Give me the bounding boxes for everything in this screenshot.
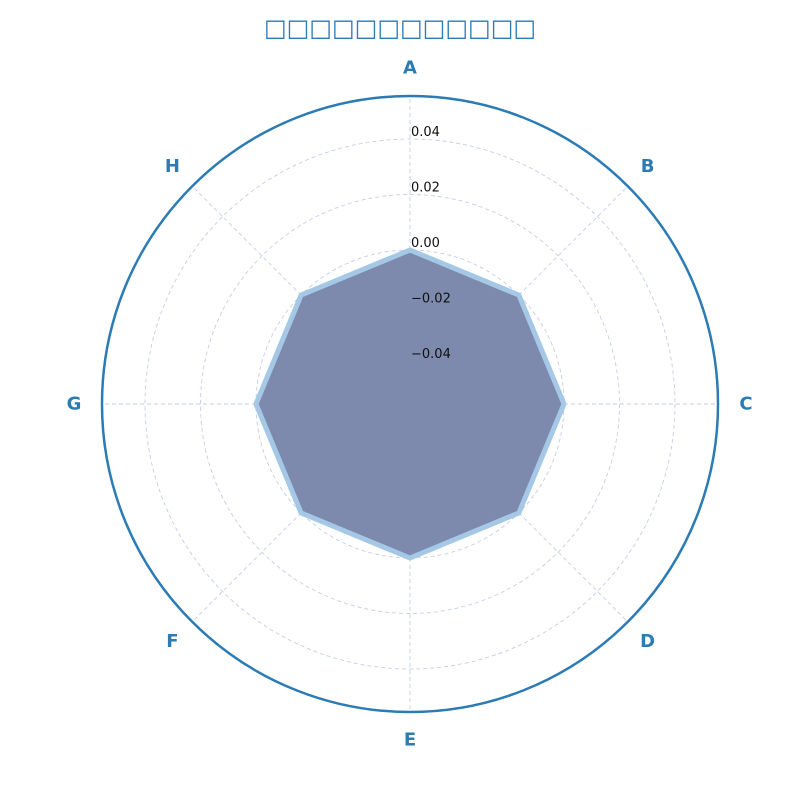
category-label-H: H	[165, 156, 180, 177]
grid-circle-4	[144, 138, 676, 670]
outer-ring	[100, 94, 720, 714]
r-tick-label-4: 0.04	[411, 125, 440, 140]
grid-circle-3	[200, 194, 620, 614]
category-label-B: B	[641, 156, 655, 177]
r-tick-label-2: 0.00	[411, 236, 440, 251]
chart-title: □□□□□□□□□□□□	[263, 14, 537, 42]
ring-layer	[100, 94, 720, 714]
category-label-D: D	[640, 631, 655, 652]
r-tick-label-3: 0.02	[411, 181, 440, 196]
category-label-C: C	[739, 394, 752, 415]
category-label-A: A	[403, 58, 417, 79]
series-polygon-0	[253, 247, 567, 561]
category-label-F: F	[166, 631, 178, 652]
data-layer	[253, 247, 567, 561]
r-tick-label-0: −0.04	[411, 347, 451, 362]
category-label-G: G	[67, 394, 82, 415]
r-tick-label-1: −0.02	[411, 291, 451, 306]
label-layer: −0.04 −0.02 0.00 0.02 0.04 A B C D E F G H	[67, 58, 753, 751]
category-label-E: E	[404, 730, 416, 751]
